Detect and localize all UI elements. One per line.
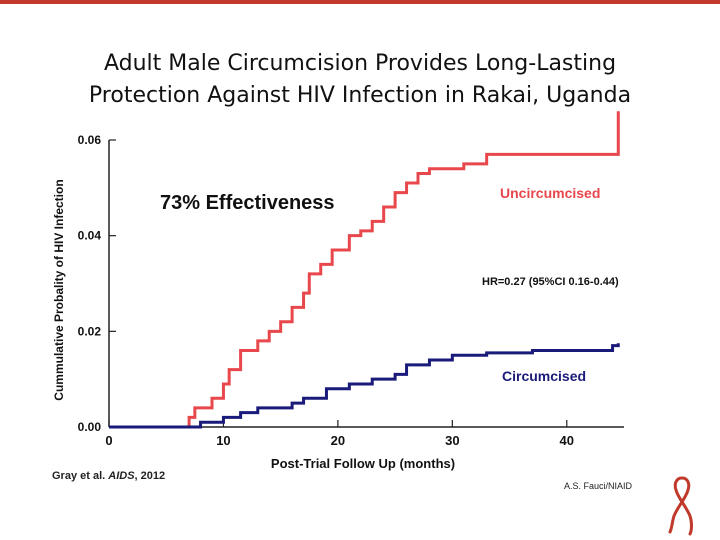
hazard-ratio-annotation: HR=0.27 (95%CI 0.16-0.44) xyxy=(482,276,619,288)
citation-authors: Gray et al. xyxy=(52,470,106,482)
top-accent-rule xyxy=(0,0,720,4)
x-tick-label: 10 xyxy=(216,433,230,448)
aids-ribbon-icon xyxy=(668,476,693,536)
y-tick-label: 0.06 xyxy=(78,133,102,147)
legend-uncircumcised: Uncircumcised xyxy=(500,185,600,201)
series-line-uncircumcised xyxy=(109,111,620,429)
y-tick-label: 0.02 xyxy=(78,324,102,338)
x-tick-label: 20 xyxy=(331,433,345,448)
y-tick-label: 0.00 xyxy=(78,420,102,434)
x-axis-label: Post-Trial Follow Up (months) xyxy=(271,456,455,471)
y-axis-label: Cummulative Probality of HIV Infection xyxy=(52,179,66,400)
title-line-2: Protection Against HIV Infection in Raka… xyxy=(88,83,632,108)
y-tick-label: 0.04 xyxy=(78,229,102,243)
citation-year: , 2012 xyxy=(134,470,166,482)
slide-title: Adult Male Circumcision Provides Long-La… xyxy=(0,48,720,112)
legend-circumcised: Circumcised xyxy=(502,368,586,384)
x-tick-label: 40 xyxy=(560,433,574,448)
title-line-1: Adult Male Circumcision Provides Long-La… xyxy=(103,51,617,76)
citation-journal: AIDS xyxy=(108,470,135,482)
effectiveness-annotation: 73% Effectiveness xyxy=(160,192,335,214)
citation: Gray et al. AIDS, 2012 xyxy=(52,470,165,482)
series-line-circumcised xyxy=(109,343,620,429)
x-tick-label: 0 xyxy=(105,433,112,448)
x-tick-label: 30 xyxy=(445,433,459,448)
credit-text: A.S. Fauci/NIAID xyxy=(564,481,633,491)
